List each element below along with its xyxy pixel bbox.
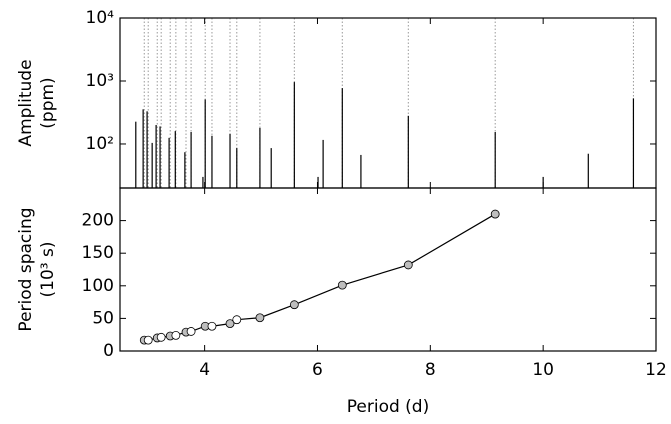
- y-axis-label: (ppm): [38, 77, 58, 128]
- point: [156, 332, 166, 342]
- point: [207, 321, 217, 331]
- y-tick-label: 10⁴: [86, 8, 115, 28]
- y-axis-label: Amplitude: [16, 59, 36, 146]
- point: [232, 315, 242, 325]
- y-tick-label: 50: [92, 308, 114, 328]
- point: [490, 209, 500, 219]
- y-tick-label: 10³: [86, 71, 114, 91]
- y-tick-label: 100: [82, 276, 114, 296]
- y-axis-label: (10³ s): [38, 242, 58, 298]
- x-tick-label: 12: [645, 360, 667, 380]
- point: [143, 335, 153, 345]
- x-axis-label: Period (d): [347, 397, 429, 417]
- x-tick-label: 6: [312, 360, 323, 380]
- y-axis-label: Period spacing: [16, 207, 36, 331]
- series-line: [144, 213, 496, 341]
- y-tick-label: 10²: [86, 134, 114, 154]
- point: [403, 260, 413, 270]
- point: [289, 300, 299, 310]
- plot-frame: [119, 17, 657, 189]
- point: [225, 319, 235, 329]
- point: [186, 327, 196, 336]
- x-tick-label: 8: [425, 360, 436, 380]
- point: [337, 280, 347, 290]
- y-tick-label: 200: [82, 211, 114, 231]
- point: [171, 330, 181, 340]
- point: [255, 313, 265, 323]
- y-tick-label: 0: [103, 341, 114, 361]
- x-tick-label: 10: [532, 360, 554, 380]
- y-tick-label: 150: [82, 243, 114, 263]
- x-tick-label: 4: [199, 360, 210, 380]
- plot-frame: [119, 187, 657, 352]
